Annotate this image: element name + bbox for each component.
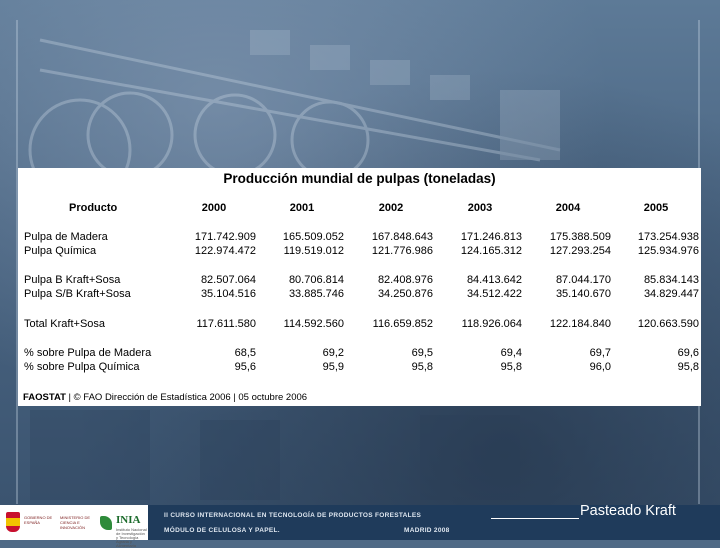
row-label: Pulpa S/B Kraft+Sosa	[24, 288, 131, 300]
row-label: Pulpa B Kraft+Sosa	[24, 274, 121, 286]
header-year: 2002	[378, 202, 404, 214]
row-value: 35.140.670	[555, 288, 611, 300]
course-place: MADRID 2008	[404, 527, 450, 534]
header-year: 2000	[201, 202, 227, 214]
header-year: 2001	[289, 202, 315, 214]
row-value: 35.104.516	[200, 288, 256, 300]
table-row: Pulpa de Madera 171.742.909 165.509.052 …	[18, 231, 701, 245]
inia-logo: INIA	[116, 514, 141, 526]
paper-machine-photo	[28, 30, 561, 500]
inia-subtitle: Instituto Nacional de Investigación y Te…	[116, 527, 147, 548]
row-value: 69,7	[589, 347, 611, 359]
gov-label: GOBIERNO DE ESPAÑA	[24, 515, 53, 525]
row-value: 120.663.590	[637, 318, 699, 330]
table-title: Producción mundial de pulpas (toneladas)	[223, 171, 496, 186]
row-value: 171.246.813	[460, 231, 522, 243]
row-value: 80.706.814	[288, 274, 344, 286]
row-value: 122.184.840	[549, 318, 611, 330]
row-label: Total Kraft+Sosa	[24, 318, 106, 330]
row-label: Pulpa de Madera	[24, 231, 108, 243]
row-value: 87.044.170	[555, 274, 611, 286]
header-year: 2003	[467, 202, 493, 214]
row-value: 84.413.642	[466, 274, 522, 286]
row-value: 85.834.143	[643, 274, 699, 286]
row-value: 82.507.064	[200, 274, 256, 286]
row-value: 34.829.447	[643, 288, 699, 300]
row-value: 119.519.012	[283, 245, 344, 257]
row-value: 69,6	[677, 347, 699, 359]
row-value: 34.512.422	[466, 288, 522, 300]
row-value: 95,6	[234, 361, 256, 373]
table-row: Pulpa Química 122.974.472 119.519.012 12…	[18, 245, 701, 259]
table-header-row: Producto 2000 2001 2002 2003 2004 2005	[18, 202, 701, 216]
table-row: Pulpa B Kraft+Sosa 82.507.064 80.706.814…	[18, 274, 701, 288]
header-year: 2004	[555, 202, 581, 214]
header-year: 2005	[643, 202, 669, 214]
row-value: 69,2	[322, 347, 344, 359]
inia-leaf-icon	[100, 516, 112, 530]
row-value: 121.776.986	[371, 245, 433, 257]
course-module: MÓDULO DE CELULOSA Y PAPEL.	[164, 527, 280, 534]
row-value: 95,9	[322, 361, 344, 373]
row-label: % sobre Pulpa de Madera	[24, 347, 152, 359]
row-value: 33.885.746	[288, 288, 344, 300]
row-value: 175.388.509	[549, 231, 611, 243]
row-value: 82.408.976	[377, 274, 433, 286]
row-value: 96,0	[589, 361, 611, 373]
row-value: 124.165.312	[460, 245, 522, 257]
header-producto: Producto	[69, 202, 118, 214]
row-value: 117.611.580	[196, 318, 256, 330]
course-title: II CURSO INTERNACIONAL EN TECNOLOGÍA DE …	[164, 512, 422, 519]
row-value: 167.848.643	[371, 231, 433, 243]
caption-underline	[491, 504, 579, 519]
row-value: 69,5	[411, 347, 433, 359]
row-value: 95,8	[500, 361, 522, 373]
slide-caption: Pasteado Kraft	[491, 503, 676, 519]
row-value: 69,4	[500, 347, 522, 359]
row-value: 95,8	[411, 361, 433, 373]
source-rest: | © FAO Dirección de Estadística 2006 | …	[65, 392, 308, 403]
table-row: % sobre Pulpa de Madera 68,5 69,2 69,5 6…	[18, 347, 701, 361]
ministry-label: MINISTERIO DE CIENCIA E INNOVACIÓN	[60, 515, 91, 530]
row-value: 125.934.976	[637, 245, 699, 257]
row-label: Pulpa Química	[24, 245, 97, 257]
row-value: 127.293.254	[549, 245, 611, 257]
production-table: Producción mundial de pulpas (toneladas)…	[18, 168, 701, 406]
footer-logos	[0, 505, 148, 540]
row-value: 34.250.876	[377, 288, 433, 300]
caption-text: Pasteado Kraft	[580, 503, 676, 519]
row-label: % sobre Pulpa Química	[24, 361, 140, 373]
row-value: 122.974.472	[194, 245, 256, 257]
row-value: 114.592.560	[283, 318, 344, 330]
row-value: 95,8	[677, 361, 699, 373]
row-value: 116.659.852	[372, 318, 433, 330]
table-source: FAOSTAT | © FAO Dirección de Estadística…	[23, 392, 307, 403]
source-faostat: FAOSTAT	[23, 392, 66, 403]
row-value: 68,5	[234, 347, 256, 359]
row-value: 171.742.909	[194, 231, 256, 243]
table-row: Total Kraft+Sosa 117.611.580 114.592.560…	[18, 318, 701, 332]
row-value: 173.254.938	[637, 231, 699, 243]
spain-crest-icon	[6, 512, 20, 532]
table-row: % sobre Pulpa Química 95,6 95,9 95,8 95,…	[18, 361, 701, 375]
row-value: 165.509.052	[282, 231, 344, 243]
table-row: Pulpa S/B Kraft+Sosa 35.104.516 33.885.7…	[18, 288, 701, 302]
row-value: 118.926.064	[461, 318, 522, 330]
